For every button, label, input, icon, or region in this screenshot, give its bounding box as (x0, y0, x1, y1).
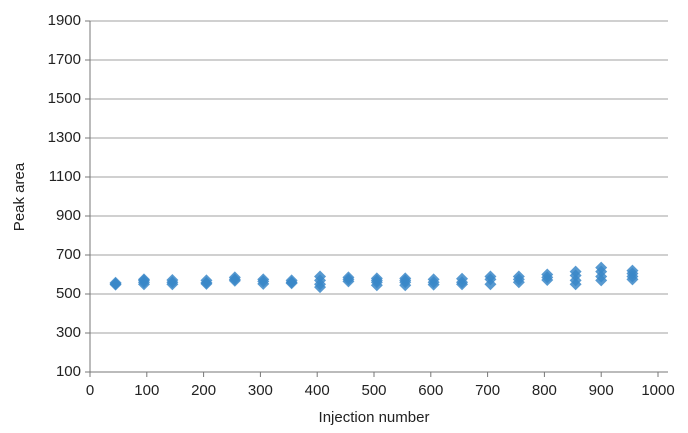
x-tick-label: 300 (248, 382, 273, 399)
point (626, 273, 639, 286)
point (569, 278, 582, 291)
point (370, 274, 383, 287)
point (512, 276, 525, 289)
x-axis-label: Injection number (319, 409, 430, 426)
x-tick-label: 400 (305, 382, 330, 399)
point (166, 278, 179, 291)
point (456, 278, 469, 291)
point (285, 277, 298, 290)
y-tick-label: 1100 (49, 168, 81, 185)
point (257, 277, 270, 290)
x-tick-label: 600 (418, 382, 443, 399)
point (314, 281, 327, 294)
x-tick-label: 900 (589, 382, 614, 399)
y-tick-label: 900 (56, 207, 81, 224)
point (541, 273, 554, 286)
y-tick-label: 1500 (48, 90, 81, 107)
x-tick-label: 100 (134, 382, 159, 399)
y-tick-label: 1300 (48, 129, 81, 146)
y-tick-label: 1700 (48, 51, 81, 68)
point (427, 278, 440, 291)
point (484, 278, 497, 291)
x-tick-label: 800 (532, 382, 557, 399)
x-tick-label: 200 (191, 382, 216, 399)
y-tick-label: 1900 (48, 12, 81, 29)
point (595, 274, 608, 287)
y-axis-label: Peak area (11, 162, 28, 231)
point (137, 273, 150, 286)
point (109, 278, 122, 291)
x-tick-label: 1000 (641, 382, 674, 399)
y-tick-label: 100 (56, 363, 81, 380)
x-tick-label: 500 (361, 382, 386, 399)
y-tick-label: 700 (56, 246, 81, 263)
x-tick-label: 0 (86, 382, 94, 399)
y-tick-label: 500 (56, 285, 81, 302)
point (228, 274, 241, 287)
point (200, 277, 213, 290)
y-tick-label: 300 (56, 324, 81, 341)
point (399, 274, 412, 287)
x-tick-label: 700 (475, 382, 500, 399)
point (342, 271, 355, 284)
